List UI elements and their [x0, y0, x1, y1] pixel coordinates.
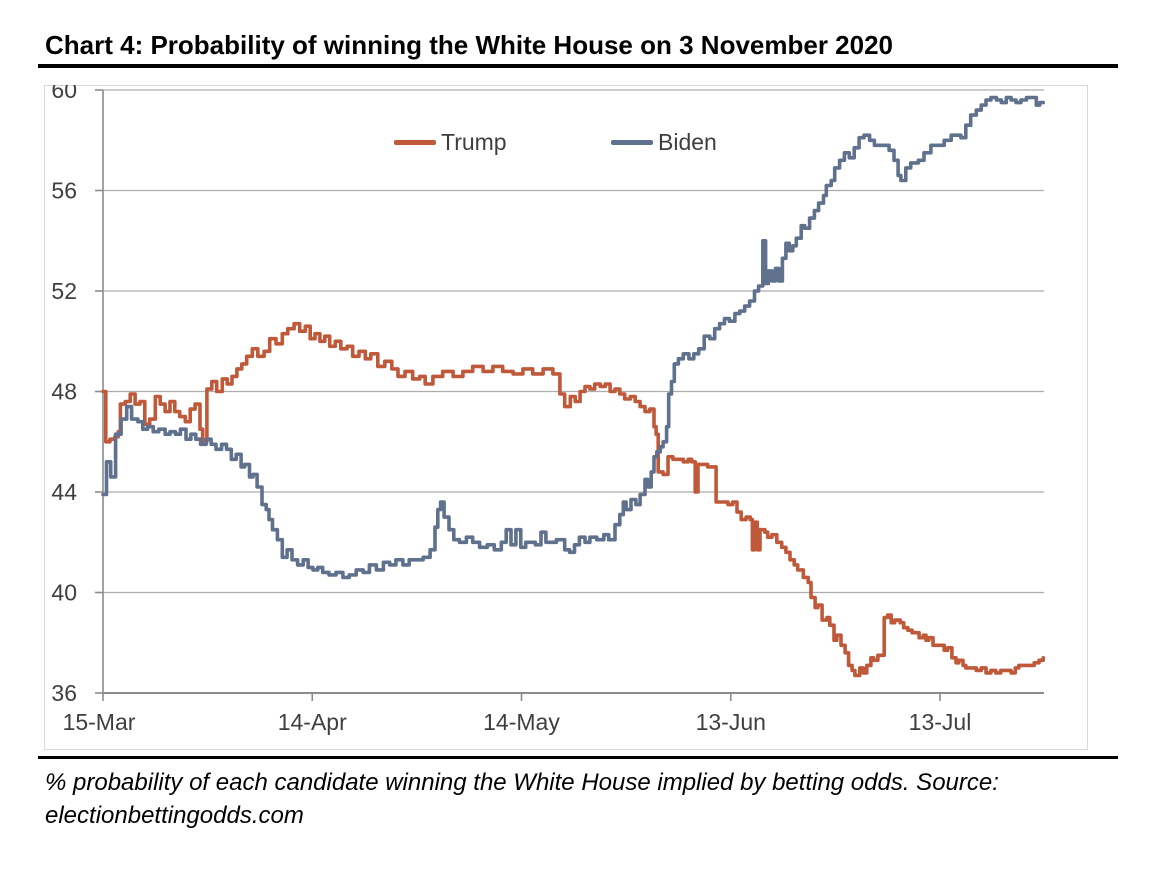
y-tick-label-52: 52	[51, 278, 77, 304]
biden-series-line	[101, 95, 1045, 580]
footer-divider	[38, 756, 1118, 759]
legend-label-trump: Trump	[441, 129, 507, 155]
x-tick-label-14-Apr: 14-Apr	[278, 709, 347, 735]
legend-item-biden: Biden	[611, 129, 717, 156]
x-tick-label-15-Mar: 15-Mar	[63, 709, 136, 735]
y-tick-label-60: 60	[51, 85, 77, 103]
caption-line1: % probability of each candidate winning …	[45, 769, 999, 796]
chart-frame	[44, 85, 1088, 750]
y-tick-label-48: 48	[51, 379, 77, 405]
caption-line2: electionbettingodds.com	[45, 802, 304, 829]
title-divider	[38, 64, 1118, 68]
trump-series-line	[101, 321, 1045, 678]
y-tick-label-36: 36	[51, 680, 77, 706]
x-tick-label-14-May: 14-May	[483, 709, 560, 735]
x-tick-label-13-Jul: 13-Jul	[909, 709, 972, 735]
y-tick-label-40: 40	[51, 580, 77, 606]
chart-caption: % probability of each candidate winning …	[45, 766, 1135, 832]
biden-line-swatch-icon	[611, 140, 653, 145]
x-tick-label-13-Jun: 13-Jun	[696, 709, 766, 735]
chart-area: 36 40 44 48 52 56 60 15-Mar 14-Apr 14-May 13-Jun 13…	[44, 77, 1088, 750]
legend-item-trump: Trump	[394, 129, 507, 156]
page-title: Chart 4: Probability of winning the Whit…	[45, 30, 894, 60]
y-tick-label-56: 56	[51, 178, 77, 204]
y-tick-label-44: 44	[51, 479, 77, 505]
chart-svg: 36 40 44 48 52 56 60 15-Mar 14-Apr 14-May 13-Jun 13…	[44, 77, 1088, 750]
legend-label-biden: Biden	[658, 129, 717, 155]
trump-line-swatch-icon	[394, 140, 436, 145]
